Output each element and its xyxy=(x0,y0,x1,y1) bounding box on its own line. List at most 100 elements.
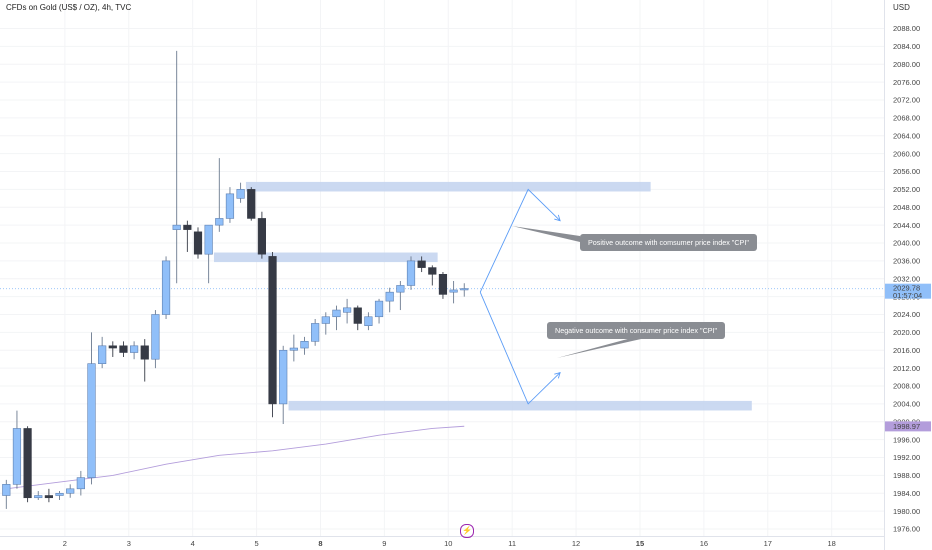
candle xyxy=(34,491,43,500)
candle-body xyxy=(12,428,22,485)
projection-negative xyxy=(479,291,561,405)
price-tick-label: 2064.00 xyxy=(893,131,920,140)
horizontal-zones xyxy=(213,181,752,411)
price-tick-label: 2044.00 xyxy=(893,221,920,230)
candle xyxy=(140,339,149,382)
candle xyxy=(247,187,256,221)
candle-body xyxy=(23,428,32,499)
candle xyxy=(417,256,426,273)
candle xyxy=(289,334,298,362)
candle-body xyxy=(215,218,224,226)
candle-body xyxy=(311,323,320,342)
candle xyxy=(236,182,245,203)
price-tick-label: 2024.00 xyxy=(893,310,920,319)
candle xyxy=(151,310,160,369)
candle-body xyxy=(98,345,107,364)
price-tick-label: 2080.00 xyxy=(893,60,920,69)
price-tick-label: 2088.00 xyxy=(893,24,920,33)
candle-body xyxy=(236,189,245,199)
price-tick-label: 2036.00 xyxy=(893,257,920,266)
price-tick-label: 2020.00 xyxy=(893,328,920,337)
candle-body xyxy=(193,231,203,255)
candle-body xyxy=(55,492,64,496)
candle xyxy=(374,298,384,324)
candle-body xyxy=(289,347,298,351)
price-tick-label: 2052.00 xyxy=(893,185,920,194)
candle xyxy=(183,220,192,252)
candle xyxy=(130,341,139,360)
candle xyxy=(364,312,373,331)
chart-title: CFDs on Gold (US$ / OZ), 4h, TVC xyxy=(6,3,132,12)
candle xyxy=(12,410,22,489)
positive-outcome-note[interactable]: Positive outcome with comsumer price ind… xyxy=(580,234,757,251)
price-tick-label: 2032.00 xyxy=(893,274,920,283)
price-tick-label: 2076.00 xyxy=(893,78,920,87)
candle-body xyxy=(279,349,288,405)
zone-mid xyxy=(213,252,438,263)
arrowhead-negative xyxy=(554,371,561,379)
price-tick-label: 1996.00 xyxy=(893,435,920,444)
negative-outcome-note[interactable]: Negative outcome with consumer price ind… xyxy=(547,322,726,339)
candle xyxy=(23,426,32,503)
candle-body xyxy=(130,345,139,353)
candle xyxy=(396,280,405,311)
candle-body xyxy=(108,345,117,349)
candle-body xyxy=(385,291,394,302)
candle-body xyxy=(183,224,192,230)
price-tick-label: 1976.00 xyxy=(893,525,920,534)
candle-body xyxy=(449,289,458,293)
time-tick-label: 10 xyxy=(444,539,452,548)
candle xyxy=(108,341,117,357)
candle xyxy=(76,470,85,496)
lightning-icon[interactable]: ⚡ xyxy=(460,524,474,538)
candle-body xyxy=(140,345,149,360)
time-tick-label: 8 xyxy=(318,539,322,548)
candle-body xyxy=(364,316,373,326)
positive-callout-pointer xyxy=(512,226,580,242)
candle xyxy=(353,305,362,331)
candle-body xyxy=(247,189,256,219)
ma-price-tag xyxy=(885,421,931,432)
candle-body xyxy=(332,309,341,318)
price-tick-label: 2056.00 xyxy=(893,167,920,176)
candle-body xyxy=(406,260,416,286)
price-tick-label: 2068.00 xyxy=(893,114,920,123)
candle xyxy=(332,305,341,331)
candle xyxy=(385,287,394,313)
candle xyxy=(44,488,53,503)
candle xyxy=(161,256,171,319)
candle-body xyxy=(151,314,160,360)
price-grid xyxy=(0,0,884,536)
candle-body xyxy=(2,484,11,496)
price-tick-label: 2048.00 xyxy=(893,203,920,212)
candle-body xyxy=(428,267,437,275)
candle-body xyxy=(44,495,53,499)
zone-resistance xyxy=(245,181,651,192)
candle-body xyxy=(257,218,267,255)
candle xyxy=(2,479,11,509)
candle-body xyxy=(460,288,469,291)
time-tick-label: 2 xyxy=(63,539,67,548)
candle xyxy=(311,318,320,346)
candle xyxy=(406,256,416,290)
time-tick-label: 15 xyxy=(636,539,644,548)
candle xyxy=(460,283,469,297)
candle-body xyxy=(172,224,181,230)
price-tick-label: 2004.00 xyxy=(893,400,920,409)
candle xyxy=(279,345,288,425)
time-tick-label: 9 xyxy=(382,539,386,548)
candle-body xyxy=(321,316,330,324)
candle-body xyxy=(161,260,171,315)
price-tick-label: 2060.00 xyxy=(893,149,920,158)
candle-body xyxy=(119,345,128,353)
candle-body xyxy=(204,224,213,255)
candle xyxy=(87,332,96,485)
price-tick-label: 2072.00 xyxy=(893,96,920,105)
candle xyxy=(257,211,267,259)
ma-price-label: 1998.97 xyxy=(893,422,920,431)
candle xyxy=(438,272,448,299)
candle-body xyxy=(87,363,96,478)
candle-body xyxy=(300,341,309,349)
